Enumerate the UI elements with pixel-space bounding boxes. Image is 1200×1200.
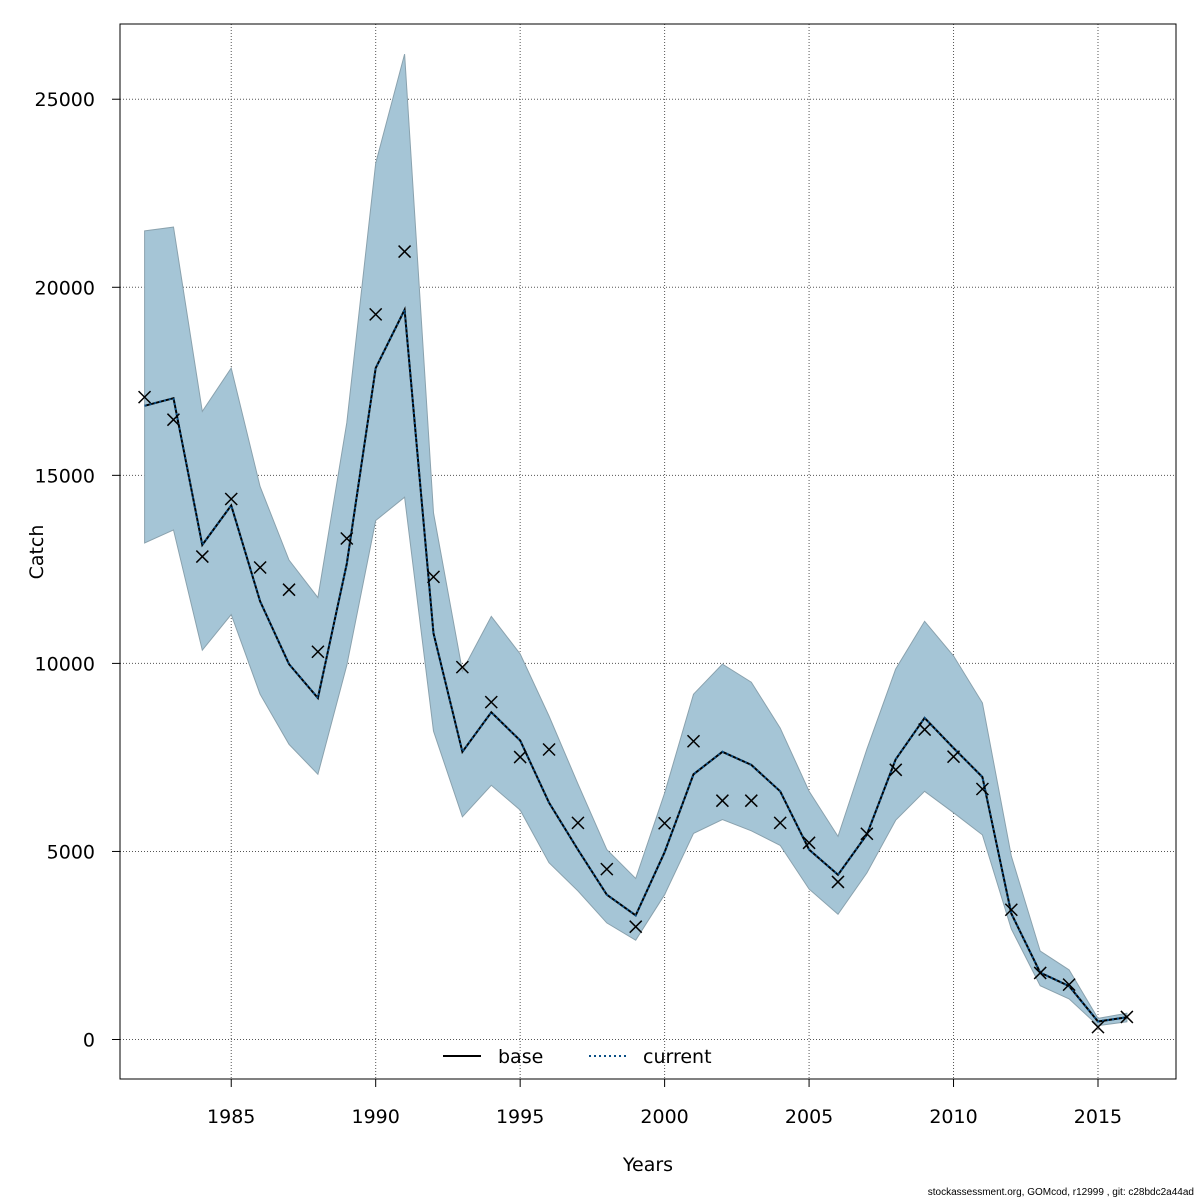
y-tick-label: 20000 [35,277,95,299]
observed-point [311,645,325,659]
observed-point [253,560,267,575]
observed-point [195,550,209,564]
confidence-band-area [144,53,1128,1027]
x-tick-label: 2005 [785,1106,833,1128]
observed-point [455,660,469,674]
x-tick-label: 2010 [929,1106,977,1128]
observed-point [513,750,527,764]
x-axis-title: Years [622,1154,673,1176]
y-tick-label: 25000 [35,89,95,111]
footer-credit: stockassessment.org, GOMcod, r12999 , gi… [927,1187,1194,1198]
observed-point [1062,978,1076,992]
observed-point [369,307,383,321]
observed-point [542,742,556,757]
observed-point [1033,966,1047,980]
observed-point [138,390,152,404]
y-axis-title: Catch [26,525,48,580]
observed-point [1091,1020,1105,1034]
confidence-band [144,53,1128,1027]
observed-point [398,245,412,259]
y-tick-label: 10000 [35,653,95,675]
y-tick-label: 5000 [47,841,95,863]
observed-point [282,583,296,597]
observed-point [224,492,238,506]
x-axis: 1985 1990 1995 2000 2005 2010 2015 [207,1079,1122,1128]
series-line-current [144,306,1128,1023]
observed-point [947,750,961,764]
legend-current-label: current [643,1046,712,1068]
plot-frame [119,23,1177,1080]
observed-point [831,875,845,889]
x-tick-label: 2015 [1074,1106,1122,1128]
observed-point [340,531,354,546]
x-tick-label: 1995 [496,1106,544,1128]
observed-point [744,794,758,808]
observed-point [600,862,614,876]
observed-point [629,920,643,934]
observed-point [658,816,672,830]
observed-point [166,413,180,427]
observed-point [918,723,932,737]
observed-point [484,695,498,709]
observed-points [138,245,1134,1034]
x-tick-label: 1990 [352,1106,400,1128]
series-lines [144,306,1128,1023]
observed-point [426,570,441,584]
y-axis: 0 5000 10000 15000 20000 25000 [35,89,120,1052]
observed-point [773,816,787,830]
observed-point [1120,1010,1134,1024]
observed-point [889,763,903,777]
observed-point [571,816,585,830]
observed-point [802,836,816,850]
observed-point [860,827,874,841]
observed-point [1004,903,1018,917]
observed-point [686,734,701,748]
x-tick-label: 1985 [207,1106,255,1128]
y-tick-label: 15000 [35,465,95,487]
legend: base current [443,1046,712,1068]
observed-point [715,794,729,808]
observed-point [975,782,989,796]
y-tick-label: 0 [83,1030,95,1052]
x-tick-label: 2000 [640,1106,688,1128]
legend-base-label: base [498,1046,543,1068]
